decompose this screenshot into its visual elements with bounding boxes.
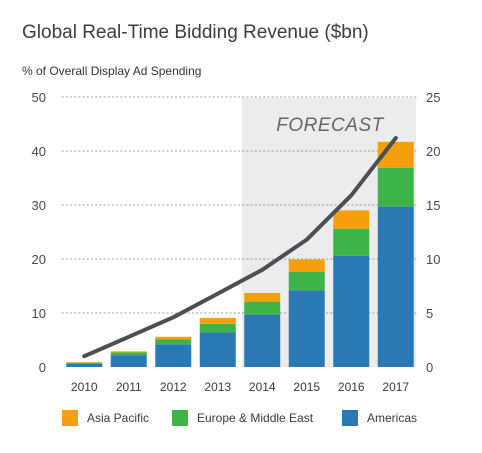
- right-axis-ticks: 0 5 10 15 20 25: [426, 90, 440, 375]
- left-axis-tick-label: 20: [32, 252, 46, 267]
- legend-item-europe-middle-east: Europe & Middle East: [172, 410, 313, 426]
- bars: [66, 141, 414, 367]
- left-axis-tick-label: 30: [32, 198, 46, 213]
- chart-title: Global Real-Time Bidding Revenue ($bn): [22, 22, 369, 43]
- bar-europe-middle-east-2017: [377, 167, 414, 207]
- x-axis-tick-label: 2017: [382, 380, 409, 394]
- left-axis-tick-label: 0: [39, 360, 46, 375]
- chart-subtitle: % of Overall Display Ad Spending: [22, 64, 202, 78]
- spending-share-line: [82, 136, 398, 359]
- bar-europe-middle-east-2013: [199, 323, 236, 333]
- left-axis-tick-label: 50: [32, 90, 46, 105]
- gridlines: [61, 96, 419, 314]
- bar-asia-pacific-2016: [333, 210, 370, 229]
- bar-asia-pacific-2011: [110, 351, 147, 353]
- x-axis-tick-label: 2010: [71, 380, 98, 394]
- legend-label-americas: Americas: [367, 411, 418, 425]
- right-axis-tick-label: 25: [426, 90, 440, 105]
- bar-americas-2013: [199, 332, 236, 367]
- right-axis-tick-label: 10: [426, 252, 440, 267]
- right-axis-tick-label: 5: [426, 306, 433, 321]
- bar-americas-2015: [288, 290, 325, 367]
- right-axis-tick-label: 0: [426, 360, 433, 375]
- legend-label-asia-pacific: Asia Pacific: [87, 411, 150, 425]
- legend: Asia Pacific Europe & Middle East Americ…: [0, 410, 482, 430]
- x-axis-tick-label: 2016: [338, 380, 365, 394]
- x-axis-tick-label: 2014: [249, 380, 276, 394]
- legend-label-europe-middle-east: Europe & Middle East: [197, 411, 314, 425]
- bar-europe-middle-east-2016: [333, 228, 370, 256]
- bar-europe-middle-east-2011: [110, 352, 147, 356]
- bar-americas-2016: [333, 255, 370, 367]
- bar-asia-pacific-2015: [288, 259, 325, 272]
- bar-asia-pacific-2014: [244, 293, 281, 302]
- bar-asia-pacific-2010: [66, 362, 103, 363]
- x-axis-tick-label: 2012: [160, 380, 187, 394]
- legend-swatch-asia-pacific: [62, 410, 78, 426]
- x-axis-ticks: 2010 2011 2012 2013 2014 2015 2016 2017: [71, 380, 410, 394]
- x-axis-tick-label: 2011: [116, 380, 142, 394]
- bar-europe-middle-east-2012: [155, 339, 192, 345]
- left-axis-tick-label: 10: [32, 306, 46, 321]
- legend-item-asia-pacific: Asia Pacific: [62, 410, 149, 426]
- bar-europe-middle-east-2014: [244, 301, 281, 315]
- left-axis-tick-label: 40: [32, 144, 46, 159]
- right-axis-tick-label: 15: [426, 198, 440, 213]
- left-axis-ticks: 0 10 20 30 40 50: [32, 90, 46, 375]
- x-axis-tick-label: 2013: [204, 380, 231, 394]
- bar-asia-pacific-2013: [199, 317, 236, 324]
- chart-plot: FORECAST 0 10 20 30 40 50 0 5 10 15 20 25 2010 2011…: [32, 90, 441, 394]
- bar-europe-middle-east-2015: [288, 271, 325, 291]
- bar-americas-2011: [110, 355, 147, 367]
- right-axis-tick-label: 20: [426, 144, 440, 159]
- bar-americas-2010: [66, 363, 103, 367]
- bar-europe-middle-east-2010: [66, 362, 103, 364]
- bar-americas-2017: [377, 206, 414, 367]
- legend-swatch-europe-middle-east: [172, 410, 188, 426]
- legend-swatch-americas: [342, 410, 358, 426]
- bar-americas-2014: [244, 314, 281, 367]
- forecast-label: FORECAST: [276, 115, 384, 136]
- bar-americas-2012: [155, 344, 192, 367]
- bar-asia-pacific-2012: [155, 336, 192, 340]
- legend-item-americas: Americas: [342, 410, 417, 426]
- x-axis-tick-label: 2015: [293, 380, 320, 394]
